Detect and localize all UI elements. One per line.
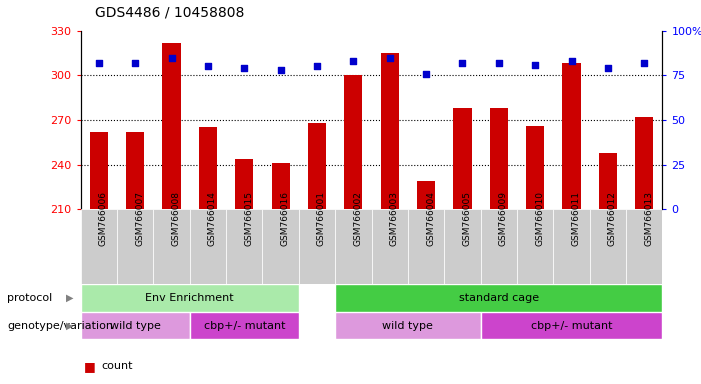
Point — [166, 55, 177, 61]
Bar — [154, 209, 190, 284]
Text: GSM766001: GSM766001 — [317, 191, 326, 246]
Text: genotype/variation: genotype/variation — [7, 321, 113, 331]
Bar — [381, 53, 399, 209]
Bar — [444, 209, 481, 284]
Text: protocol: protocol — [7, 293, 53, 303]
Bar — [199, 127, 217, 209]
Point — [203, 63, 214, 70]
Text: ▶: ▶ — [66, 321, 74, 331]
Text: standard cage: standard cage — [458, 293, 539, 303]
Bar — [235, 159, 253, 209]
Bar — [526, 126, 544, 209]
Bar — [81, 209, 117, 284]
Text: GSM766004: GSM766004 — [426, 191, 435, 246]
Point — [639, 60, 650, 66]
Text: GSM766008: GSM766008 — [172, 191, 181, 246]
Bar — [408, 209, 444, 284]
Bar — [81, 284, 299, 312]
Point — [494, 60, 505, 66]
Text: ▶: ▶ — [66, 293, 74, 303]
Bar — [81, 312, 190, 339]
Bar — [590, 209, 626, 284]
Point — [130, 60, 141, 66]
Point — [566, 58, 577, 64]
Point — [238, 65, 250, 71]
Point — [457, 60, 468, 66]
Text: GSM766012: GSM766012 — [608, 191, 617, 246]
Bar — [335, 312, 481, 339]
Text: GSM766003: GSM766003 — [390, 191, 399, 246]
Text: GDS4486 / 10458808: GDS4486 / 10458808 — [95, 5, 244, 19]
Text: cbp+/- mutant: cbp+/- mutant — [203, 321, 285, 331]
Bar — [635, 117, 653, 209]
Point — [93, 60, 104, 66]
Bar — [344, 75, 362, 209]
Bar — [490, 108, 508, 209]
Point — [421, 71, 432, 77]
Bar — [117, 209, 154, 284]
Bar — [454, 108, 472, 209]
Bar — [417, 181, 435, 209]
Bar — [517, 209, 553, 284]
Bar — [226, 209, 262, 284]
Bar — [190, 209, 226, 284]
Bar — [335, 284, 662, 312]
Bar — [262, 209, 299, 284]
Bar — [481, 209, 517, 284]
Point — [529, 61, 540, 68]
Bar — [553, 209, 590, 284]
Bar — [190, 312, 299, 339]
Text: GSM766005: GSM766005 — [463, 191, 472, 246]
Text: GSM766011: GSM766011 — [571, 191, 580, 246]
Text: GSM766014: GSM766014 — [208, 191, 217, 246]
Point — [275, 67, 286, 73]
Bar — [335, 209, 372, 284]
Point — [384, 55, 395, 61]
Text: GSM766007: GSM766007 — [135, 191, 144, 246]
Text: GSM766016: GSM766016 — [280, 191, 290, 246]
Text: GSM766015: GSM766015 — [244, 191, 253, 246]
Text: cbp+/- mutant: cbp+/- mutant — [531, 321, 612, 331]
Bar — [599, 153, 617, 209]
Bar — [626, 209, 662, 284]
Bar — [163, 43, 181, 209]
Point — [602, 65, 613, 71]
Bar — [271, 163, 290, 209]
Text: wild type: wild type — [383, 321, 433, 331]
Text: GSM766013: GSM766013 — [644, 191, 653, 246]
Text: ■: ■ — [84, 360, 96, 373]
Point — [311, 63, 322, 70]
Bar — [372, 209, 408, 284]
Text: Env Enrichment: Env Enrichment — [145, 293, 234, 303]
Text: GSM766009: GSM766009 — [499, 191, 508, 246]
Text: wild type: wild type — [110, 321, 161, 331]
Text: count: count — [102, 361, 133, 371]
Bar — [481, 312, 662, 339]
Bar — [308, 123, 326, 209]
Text: GSM766006: GSM766006 — [99, 191, 108, 246]
Bar — [299, 209, 335, 284]
Bar — [90, 132, 108, 209]
Point — [348, 58, 359, 64]
Text: GSM766010: GSM766010 — [535, 191, 544, 246]
Bar — [562, 63, 580, 209]
Text: GSM766002: GSM766002 — [353, 191, 362, 246]
Bar — [126, 132, 144, 209]
